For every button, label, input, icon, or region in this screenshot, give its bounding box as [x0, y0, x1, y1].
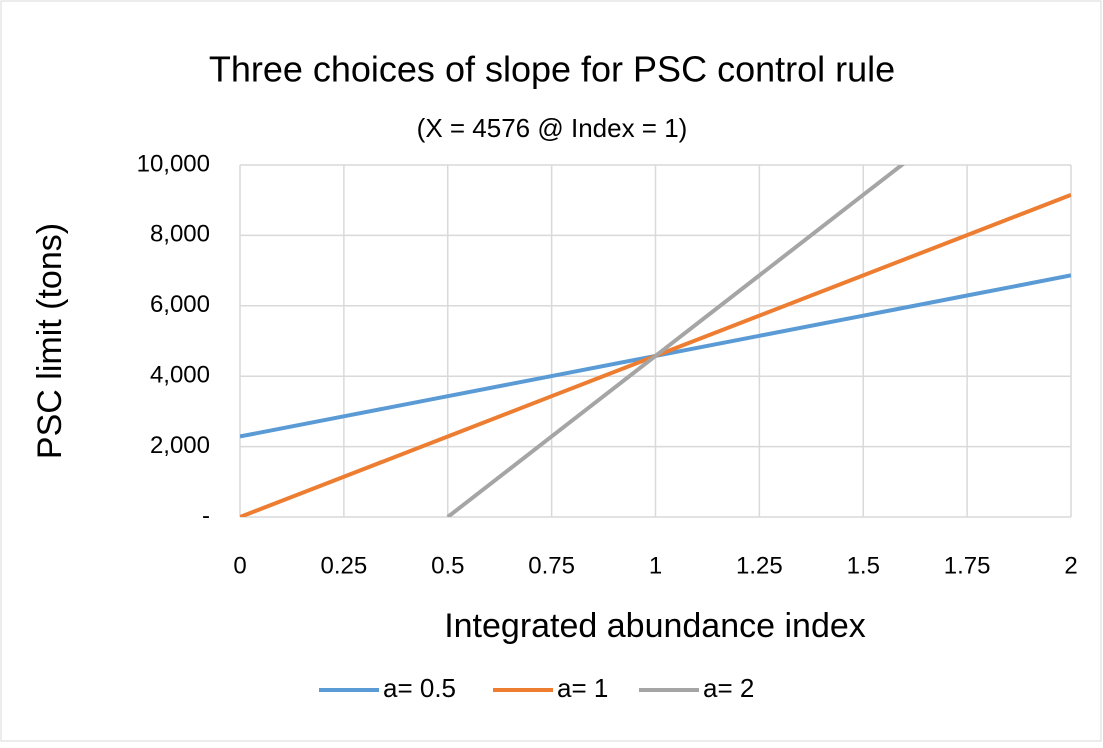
x-tick-label: 0: [233, 552, 246, 579]
legend-label: a= 1: [557, 673, 608, 703]
x-tick-label: 2: [1064, 552, 1077, 579]
chart-subtitle: (X = 4576 @ Index = 1): [417, 113, 688, 143]
y-tick-label: 6,000: [150, 291, 210, 318]
x-tick-label: 0.5: [431, 552, 464, 579]
legend-label: a= 0.5: [383, 673, 456, 703]
plot-area: [240, 165, 1071, 517]
series-line: [446, 165, 906, 517]
y-axis-title: PSC limit (tons): [31, 223, 69, 459]
x-tick-label: 1.75: [944, 552, 991, 579]
x-tick-label: 0.25: [321, 552, 368, 579]
x-tick-label: 0.75: [528, 552, 575, 579]
x-tick-label: 1: [649, 552, 662, 579]
y-tick-label: 8,000: [150, 221, 210, 248]
x-tick-label: 1.5: [847, 552, 880, 579]
x-axis-title: Integrated abundance index: [444, 607, 866, 645]
chart-title: Three choices of slope for PSC control r…: [209, 49, 895, 90]
y-tick-label: 2,000: [150, 432, 210, 459]
y-tick-label: 10,000: [137, 150, 210, 177]
legend-label: a= 2: [703, 673, 754, 703]
y-tick-label: -: [202, 502, 210, 529]
y-tick-label: 4,000: [150, 362, 210, 389]
x-tick-label: 1.25: [736, 552, 783, 579]
